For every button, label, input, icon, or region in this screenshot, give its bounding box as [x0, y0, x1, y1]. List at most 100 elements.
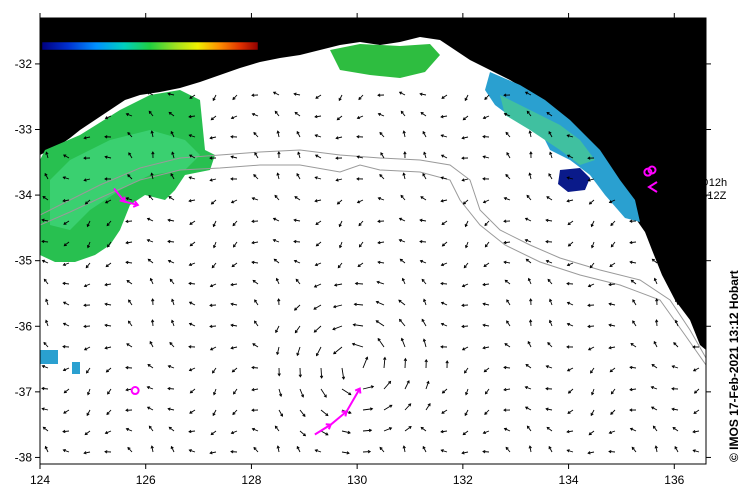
current-vector — [231, 199, 238, 204]
current-vector — [41, 240, 49, 243]
current-vector-head — [104, 302, 108, 306]
drifter-position — [325, 423, 333, 430]
current-vector — [169, 426, 175, 432]
current-vector — [630, 428, 637, 432]
current-vector — [188, 115, 196, 118]
current-vector — [383, 357, 386, 369]
current-vector-head — [293, 239, 297, 244]
current-vector-head — [356, 135, 360, 139]
current-vector — [296, 446, 301, 453]
current-vector — [274, 258, 280, 264]
current-vector-head — [587, 324, 591, 329]
current-vector-head — [325, 432, 329, 436]
current-vector — [656, 319, 658, 327]
current-vector-head — [356, 177, 360, 181]
drifter-position — [132, 200, 140, 208]
current-vector — [465, 388, 469, 395]
current-vector — [525, 364, 532, 369]
current-vector — [296, 173, 301, 180]
current-vector-head — [295, 278, 299, 282]
current-vector — [352, 343, 364, 348]
current-vector — [400, 111, 406, 117]
current-vector — [420, 219, 427, 222]
current-vector-head — [632, 299, 636, 303]
current-vector — [315, 115, 322, 118]
current-vector — [63, 176, 70, 180]
current-vector — [168, 365, 175, 369]
current-vector-head — [104, 431, 109, 435]
credit-label: © IMOS 17-Feb-2021 13:12 Hobart — [727, 270, 741, 462]
current-vector — [125, 220, 133, 223]
current-vector-head — [352, 323, 356, 327]
current-vector-head — [42, 426, 46, 430]
current-vector-head — [608, 346, 612, 350]
current-vector — [442, 388, 448, 394]
current-vector — [398, 299, 406, 306]
current-vector — [399, 91, 406, 96]
current-vector-head — [420, 426, 424, 430]
current-vector-head — [482, 177, 486, 181]
current-vector-head — [440, 134, 444, 138]
current-vector — [461, 325, 469, 328]
current-vector-head — [189, 95, 193, 99]
current-vector-head — [524, 91, 529, 95]
current-vector — [254, 299, 259, 306]
current-vector-head — [587, 156, 591, 160]
current-vector — [168, 408, 175, 411]
current-vector-head — [566, 199, 570, 203]
current-vector — [404, 403, 412, 411]
current-vector-head — [188, 322, 193, 326]
current-vector — [462, 178, 469, 181]
current-vector-head — [62, 368, 67, 372]
current-vector-head — [212, 97, 216, 102]
current-vector-head — [463, 265, 467, 269]
current-vector — [462, 346, 469, 351]
current-vector-head — [629, 387, 633, 392]
current-vector — [85, 199, 91, 205]
current-vector-head — [251, 260, 255, 265]
current-vector-head — [567, 390, 572, 394]
current-vector — [484, 367, 490, 373]
current-vector — [231, 262, 238, 267]
current-vector — [273, 218, 280, 222]
current-vector — [465, 220, 469, 227]
current-vector-head — [506, 299, 510, 303]
current-vector — [334, 283, 343, 286]
current-vector-head — [408, 403, 412, 407]
current-vector-head — [105, 264, 109, 268]
current-vector-head — [209, 136, 213, 140]
current-vector — [440, 430, 448, 433]
current-vector — [379, 132, 385, 138]
current-vector-head — [150, 172, 154, 176]
current-vector-head — [315, 243, 319, 247]
current-vector — [149, 341, 154, 348]
current-vector — [87, 388, 91, 395]
current-vector-head — [125, 112, 129, 117]
current-vector-head — [398, 238, 402, 243]
current-vector — [441, 94, 448, 99]
current-vector-head — [524, 238, 528, 243]
current-vector-head — [251, 388, 255, 392]
current-vector-head — [87, 392, 91, 396]
current-vector-head — [62, 281, 66, 286]
current-vector-head — [388, 380, 392, 384]
current-vector — [567, 199, 574, 202]
current-vector-head — [276, 445, 280, 449]
current-vector-head — [167, 239, 171, 244]
current-vector-head — [440, 154, 445, 158]
current-vector-head — [369, 407, 374, 411]
current-vector — [529, 131, 532, 138]
current-vector — [441, 177, 448, 180]
current-vector — [441, 134, 448, 138]
current-vector — [84, 346, 91, 351]
current-vector-head — [171, 298, 175, 302]
current-vector-head — [294, 307, 298, 311]
current-vector-head — [528, 319, 533, 323]
current-vector — [105, 262, 112, 267]
current-vector-head — [610, 222, 614, 227]
current-vector — [63, 409, 70, 414]
lon-tick-label: 130 — [347, 473, 367, 487]
current-vector-head — [566, 368, 571, 372]
current-vector-head — [146, 406, 151, 410]
current-vector-head — [674, 298, 679, 302]
